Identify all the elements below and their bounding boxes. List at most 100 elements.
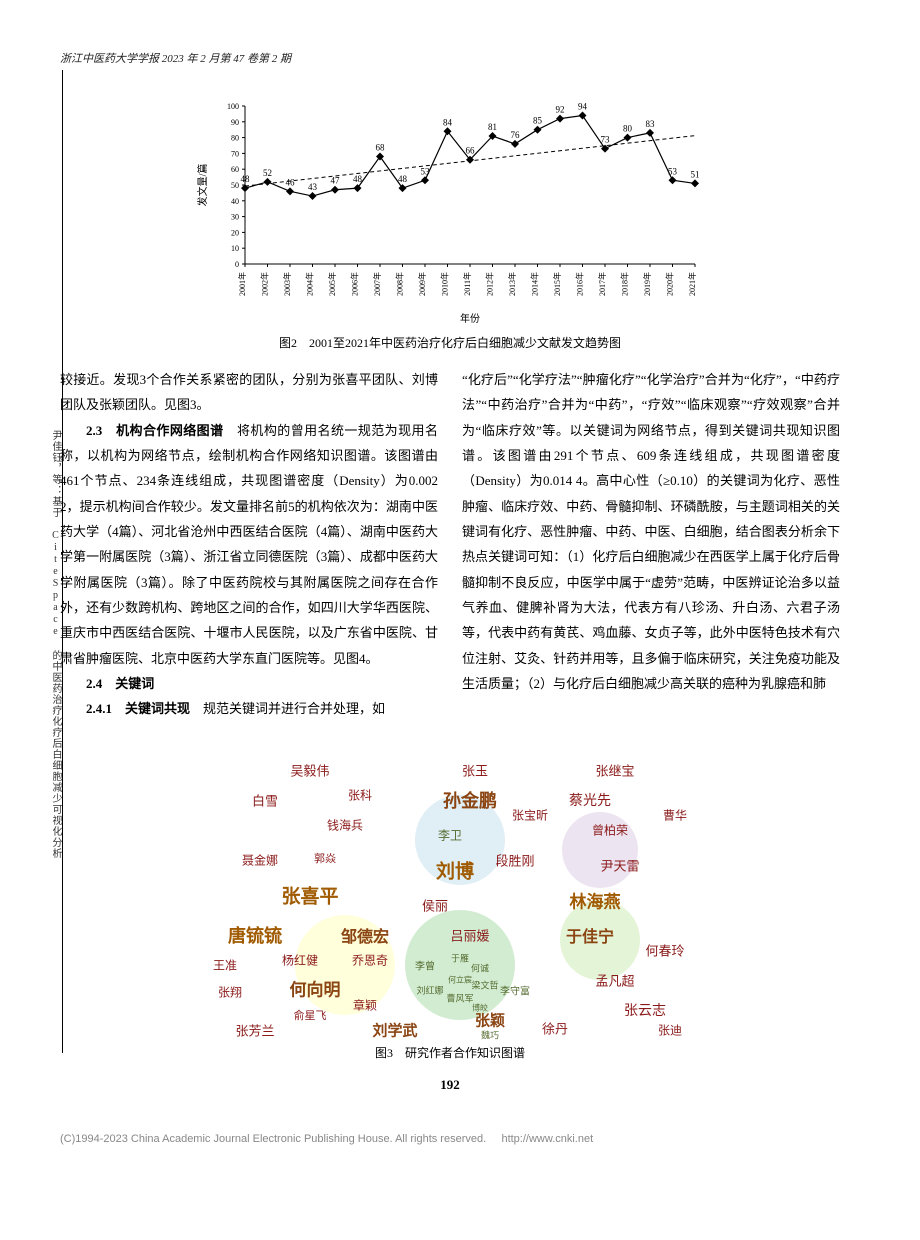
paragraph: 较接近。发现3个合作关系紧密的团队，分别为张喜平团队、刘博团队及张颖团队。见图3… xyxy=(60,367,438,418)
page-number: 192 xyxy=(60,1077,840,1093)
svg-text:50: 50 xyxy=(231,181,239,190)
network-node: 尹天雷 xyxy=(600,855,639,874)
right-column: “化疗后”“化学疗法”“肿瘤化疗”“化学治疗”合并为“化疗”，“中药疗法”“中药… xyxy=(462,367,840,722)
svg-text:2016年: 2016年 xyxy=(575,272,585,296)
svg-text:66: 66 xyxy=(466,146,476,156)
svg-text:2004年: 2004年 xyxy=(305,272,315,296)
svg-text:2012年: 2012年 xyxy=(485,272,495,296)
network-node: 何向明 xyxy=(290,975,341,1000)
network-node: 蔡光先 xyxy=(569,790,611,810)
svg-text:48: 48 xyxy=(398,174,408,184)
paragraph: 2.4.1 关键词共现 规范关键词并进行合并处理，如 xyxy=(60,696,438,721)
footer-url: http://www.cnki.net xyxy=(501,1133,593,1145)
network-node: 徐丹 xyxy=(542,1018,568,1037)
svg-text:年份: 年份 xyxy=(460,312,480,325)
network-node: 钱海兵 xyxy=(327,816,363,833)
network-node: 吴毅伟 xyxy=(290,760,329,779)
network-node: 曹风军 xyxy=(446,991,473,1004)
network-node: 梁文哲 xyxy=(471,978,498,991)
svg-text:2002年: 2002年 xyxy=(260,272,270,296)
trend-chart: 01020304050607080901002001年2002年2003年200… xyxy=(190,96,710,326)
network-node: 吕丽媛 xyxy=(450,925,489,944)
network-node: 段胜刚 xyxy=(495,850,534,869)
network-node: 章颖 xyxy=(353,996,377,1013)
svg-text:20: 20 xyxy=(231,228,239,237)
network-node: 何立宸 xyxy=(448,974,472,985)
svg-text:83: 83 xyxy=(646,119,656,129)
network-node: 侯丽 xyxy=(422,895,448,914)
svg-text:100: 100 xyxy=(227,102,239,111)
svg-text:80: 80 xyxy=(231,134,239,143)
svg-text:2020年: 2020年 xyxy=(665,272,675,296)
svg-text:30: 30 xyxy=(231,213,239,222)
network-node: 张喜平 xyxy=(281,881,338,908)
network-node: 孟凡超 xyxy=(595,970,634,989)
network-node: 张迪 xyxy=(658,1021,682,1038)
svg-text:80: 80 xyxy=(623,124,633,134)
svg-text:2017年: 2017年 xyxy=(597,272,607,296)
svg-text:94: 94 xyxy=(578,101,588,111)
svg-text:70: 70 xyxy=(231,149,239,158)
network-node: 刘红娜 xyxy=(416,983,443,996)
network-node: 唐锍锍 xyxy=(228,922,282,948)
svg-text:48: 48 xyxy=(353,174,363,184)
svg-text:46: 46 xyxy=(286,177,296,187)
svg-text:2008年: 2008年 xyxy=(395,272,405,296)
network-node: 王准 xyxy=(213,956,237,973)
svg-text:40: 40 xyxy=(231,197,239,206)
svg-text:2003年: 2003年 xyxy=(282,272,292,296)
svg-text:92: 92 xyxy=(556,105,565,115)
svg-text:发文量/篇: 发文量/篇 xyxy=(196,164,209,207)
network-node: 张芳兰 xyxy=(235,1020,274,1039)
network-node: 聂金娜 xyxy=(242,851,278,868)
network-node: 于佳宁 xyxy=(566,923,614,947)
footer: (C)1994-2023 China Academic Journal Elec… xyxy=(0,1113,920,1175)
network-node: 刘学武 xyxy=(372,1019,417,1040)
svg-text:2009年: 2009年 xyxy=(417,272,427,296)
svg-text:68: 68 xyxy=(376,143,386,153)
svg-text:51: 51 xyxy=(691,169,700,179)
svg-text:2006年: 2006年 xyxy=(350,272,360,296)
svg-text:0: 0 xyxy=(235,260,239,269)
network-node: 刘博 xyxy=(436,856,474,883)
author-network: 吴毅伟白雪张科钱海兵聂金娜郭焱张喜平唐锍锍邹德宏王准杨红健乔恩奇张翔何向明章颖俞… xyxy=(170,740,730,1040)
left-column: 较接近。发现3个合作关系紧密的团队，分别为张喜平团队、刘博团队及张颖团队。见图3… xyxy=(60,367,438,722)
network-node: 曹华 xyxy=(663,806,687,823)
svg-text:90: 90 xyxy=(231,118,239,127)
network-node: 林海燕 xyxy=(570,887,621,912)
network-node: 张继宝 xyxy=(595,760,634,779)
network-node: 乔恩奇 xyxy=(352,951,388,968)
sidebar-citation: 尹佳钰，等：基于 CiteSpace 的中医药治疗化疗后白细胞减少可视化分析 xyxy=(48,430,63,859)
network-node: 郭焱 xyxy=(314,850,336,866)
svg-text:73: 73 xyxy=(601,135,611,145)
svg-text:52: 52 xyxy=(263,168,272,178)
svg-text:48: 48 xyxy=(241,174,251,184)
svg-text:2011年: 2011年 xyxy=(462,272,472,296)
svg-text:43: 43 xyxy=(308,182,318,192)
body-columns: 较接近。发现3个合作关系紧密的团队，分别为张喜平团队、刘博团队及张颖团队。见图3… xyxy=(60,367,840,722)
svg-text:10: 10 xyxy=(231,244,239,253)
network-node: 曾柏荣 xyxy=(592,821,628,838)
network-node: 何诚 xyxy=(471,961,489,974)
svg-text:76: 76 xyxy=(511,130,521,140)
network-node: 张颖 xyxy=(475,1009,505,1030)
network-node: 于雁 xyxy=(451,951,469,964)
network-node: 俞星飞 xyxy=(294,1007,327,1023)
svg-text:2018年: 2018年 xyxy=(620,272,630,296)
footer-copyright: (C)1994-2023 China Academic Journal Elec… xyxy=(60,1133,486,1145)
svg-text:2010年: 2010年 xyxy=(440,272,450,296)
svg-text:85: 85 xyxy=(533,116,543,126)
paragraph: 2.4 关键词 xyxy=(60,671,438,696)
chart-caption: 图2 2001至2021年中医药治疗化疗后白细胞减少文献发文趋势图 xyxy=(60,334,840,351)
svg-text:2005年: 2005年 xyxy=(327,272,337,296)
svg-text:47: 47 xyxy=(331,176,341,186)
network-node: 张云志 xyxy=(624,1000,666,1020)
network-node: 张科 xyxy=(348,786,372,803)
svg-text:84: 84 xyxy=(443,117,453,127)
journal-header: 浙江中医药大学学报 2023 年 2 月第 47 卷第 2 期 xyxy=(60,50,840,66)
network-node: 张玉 xyxy=(462,760,488,779)
network-node: 孙金鹏 xyxy=(443,787,497,813)
paragraph: “化疗后”“化学疗法”“肿瘤化疗”“化学治疗”合并为“化疗”，“中药疗法”“中药… xyxy=(462,367,840,696)
svg-text:53: 53 xyxy=(668,166,678,176)
network-node: 李曾 xyxy=(415,957,435,972)
